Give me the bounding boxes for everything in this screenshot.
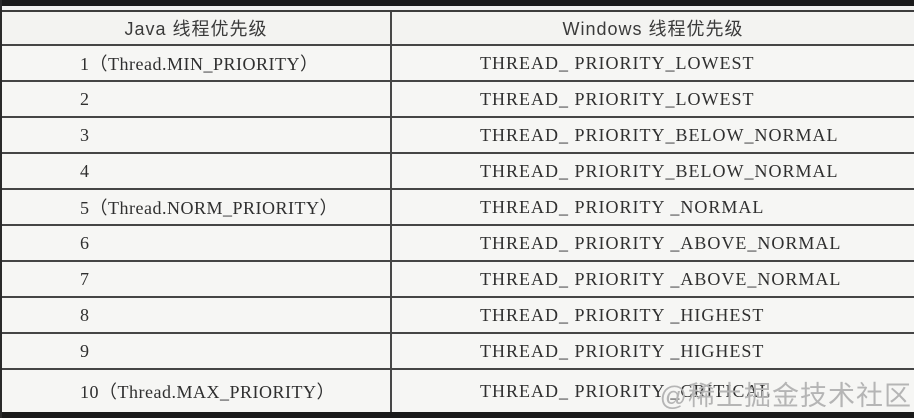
java-priority-cell: 1（Thread.MIN_PRIORITY） — [2, 46, 392, 80]
java-priority-cell: 4 — [2, 154, 392, 188]
column-header-windows-priority: Windows 线程优先级 — [562, 19, 744, 39]
windows-priority-cell: THREAD_ PRIORITY_BELOW_NORMAL — [480, 160, 839, 181]
java-priority-cell: 2 — [2, 82, 392, 116]
java-priority-cell: 7 — [2, 262, 392, 296]
table-row: 10（Thread.MAX_PRIORITY） THREAD_ PRIORITY… — [2, 368, 914, 412]
windows-priority-cell: THREAD_ PRIORITY_BELOW_NORMAL — [480, 124, 839, 145]
java-priority-cell: 8 — [2, 298, 392, 332]
windows-priority-cell: THREAD_ PRIORITY _NORMAL — [480, 196, 765, 217]
table-row: 2 THREAD_ PRIORITY_LOWEST — [2, 80, 914, 116]
table-top-rule-gap — [2, 6, 914, 10]
table-top-thin-rule — [2, 10, 914, 12]
windows-priority-cell: THREAD_ PRIORITY _ABOVE_NORMAL — [480, 232, 842, 253]
table-top-thick-rule — [2, 0, 914, 6]
java-priority-cell: 9 — [2, 334, 392, 368]
windows-priority-cell: THREAD_ PRIORITY _HIGHEST — [480, 304, 765, 325]
java-priority-cell: 3 — [2, 118, 392, 152]
column-header-java-priority: Java 线程优先级 — [2, 12, 392, 44]
table-row: 5（Thread.NORM_PRIORITY） THREAD_ PRIORITY… — [2, 188, 914, 224]
table-row: 3 THREAD_ PRIORITY_BELOW_NORMAL — [2, 116, 914, 152]
table-row: 7 THREAD_ PRIORITY _ABOVE_NORMAL — [2, 260, 914, 296]
windows-priority-cell: THREAD_ PRIORITY_LOWEST — [480, 52, 755, 73]
table-bottom-thick-rule — [2, 412, 914, 418]
windows-priority-cell: THREAD_ PRIORITY_LOWEST — [480, 88, 755, 109]
windows-priority-cell: THREAD_ PRIORITY _HIGHEST — [480, 340, 765, 361]
table-row: 6 THREAD_ PRIORITY _ABOVE_NORMAL — [2, 224, 914, 260]
table-row: 9 THREAD_ PRIORITY _HIGHEST — [2, 332, 914, 368]
windows-priority-cell: THREAD_ PRIORITY _CRITICAL — [480, 380, 772, 401]
java-priority-cell: 6 — [2, 226, 392, 260]
table-row: 4 THREAD_ PRIORITY_BELOW_NORMAL — [2, 152, 914, 188]
table-header-row: Java 线程优先级 Windows 线程优先级 — [2, 12, 914, 44]
windows-priority-cell: THREAD_ PRIORITY _ABOVE_NORMAL — [480, 268, 842, 289]
table-row: 1（Thread.MIN_PRIORITY） THREAD_ PRIORITY_… — [2, 44, 914, 80]
java-priority-cell: 10（Thread.MAX_PRIORITY） — [2, 370, 392, 412]
table-row: 8 THREAD_ PRIORITY _HIGHEST — [2, 296, 914, 332]
java-priority-cell: 5（Thread.NORM_PRIORITY） — [2, 190, 392, 224]
